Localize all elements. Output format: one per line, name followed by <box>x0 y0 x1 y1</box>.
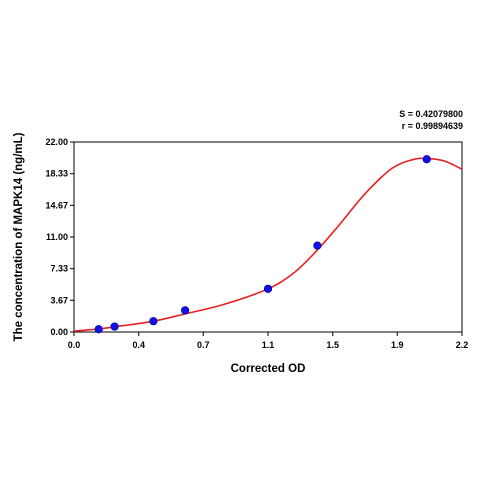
x-tick-label: 2.2 <box>456 340 469 350</box>
data-point <box>263 284 273 293</box>
x-tick-label: 0.7 <box>197 340 210 350</box>
y-axis-title: The concentration of MAPK14 (ng/mL) <box>13 132 25 341</box>
y-tick-label: 0.00 <box>50 327 68 337</box>
fit-statistics: S = 0.42079800 r = 0.99894639 <box>399 109 463 131</box>
y-tick-label: 11.00 <box>46 232 68 242</box>
data-point <box>94 325 103 334</box>
data-point <box>313 241 322 250</box>
stat-r: r = 0.99894639 <box>402 121 463 131</box>
plot-area-frame <box>73 141 463 333</box>
data-points <box>94 155 431 334</box>
x-axis-title: Corrected OD <box>231 363 306 375</box>
x-tick-label: 1.1 <box>262 340 275 350</box>
y-tick-label: 22.00 <box>45 137 68 147</box>
fit-curve-line <box>73 157 463 332</box>
x-tick-label: 0.4 <box>132 340 145 350</box>
data-point <box>110 322 119 331</box>
y-tick-label: 14.67 <box>45 200 68 210</box>
y-axis-ticks: 0.00 3.67 7.33 11.00 14.67 18.33 22.00 <box>45 137 74 337</box>
x-axis-ticks: 0.0 0.4 0.7 1.1 1.5 1.9 2.2 <box>68 332 469 350</box>
data-point <box>181 306 190 315</box>
y-tick-label: 3.67 <box>50 295 68 305</box>
stat-s: S = 0.42079800 <box>399 109 463 119</box>
x-tick-label: 0.0 <box>68 340 81 350</box>
x-tick-label: 1.9 <box>391 340 404 350</box>
data-point <box>149 317 158 326</box>
y-tick-label: 7.33 <box>50 264 68 274</box>
x-tick-label: 1.5 <box>326 340 339 350</box>
data-point <box>422 155 431 164</box>
y-tick-label: 18.33 <box>45 169 68 179</box>
